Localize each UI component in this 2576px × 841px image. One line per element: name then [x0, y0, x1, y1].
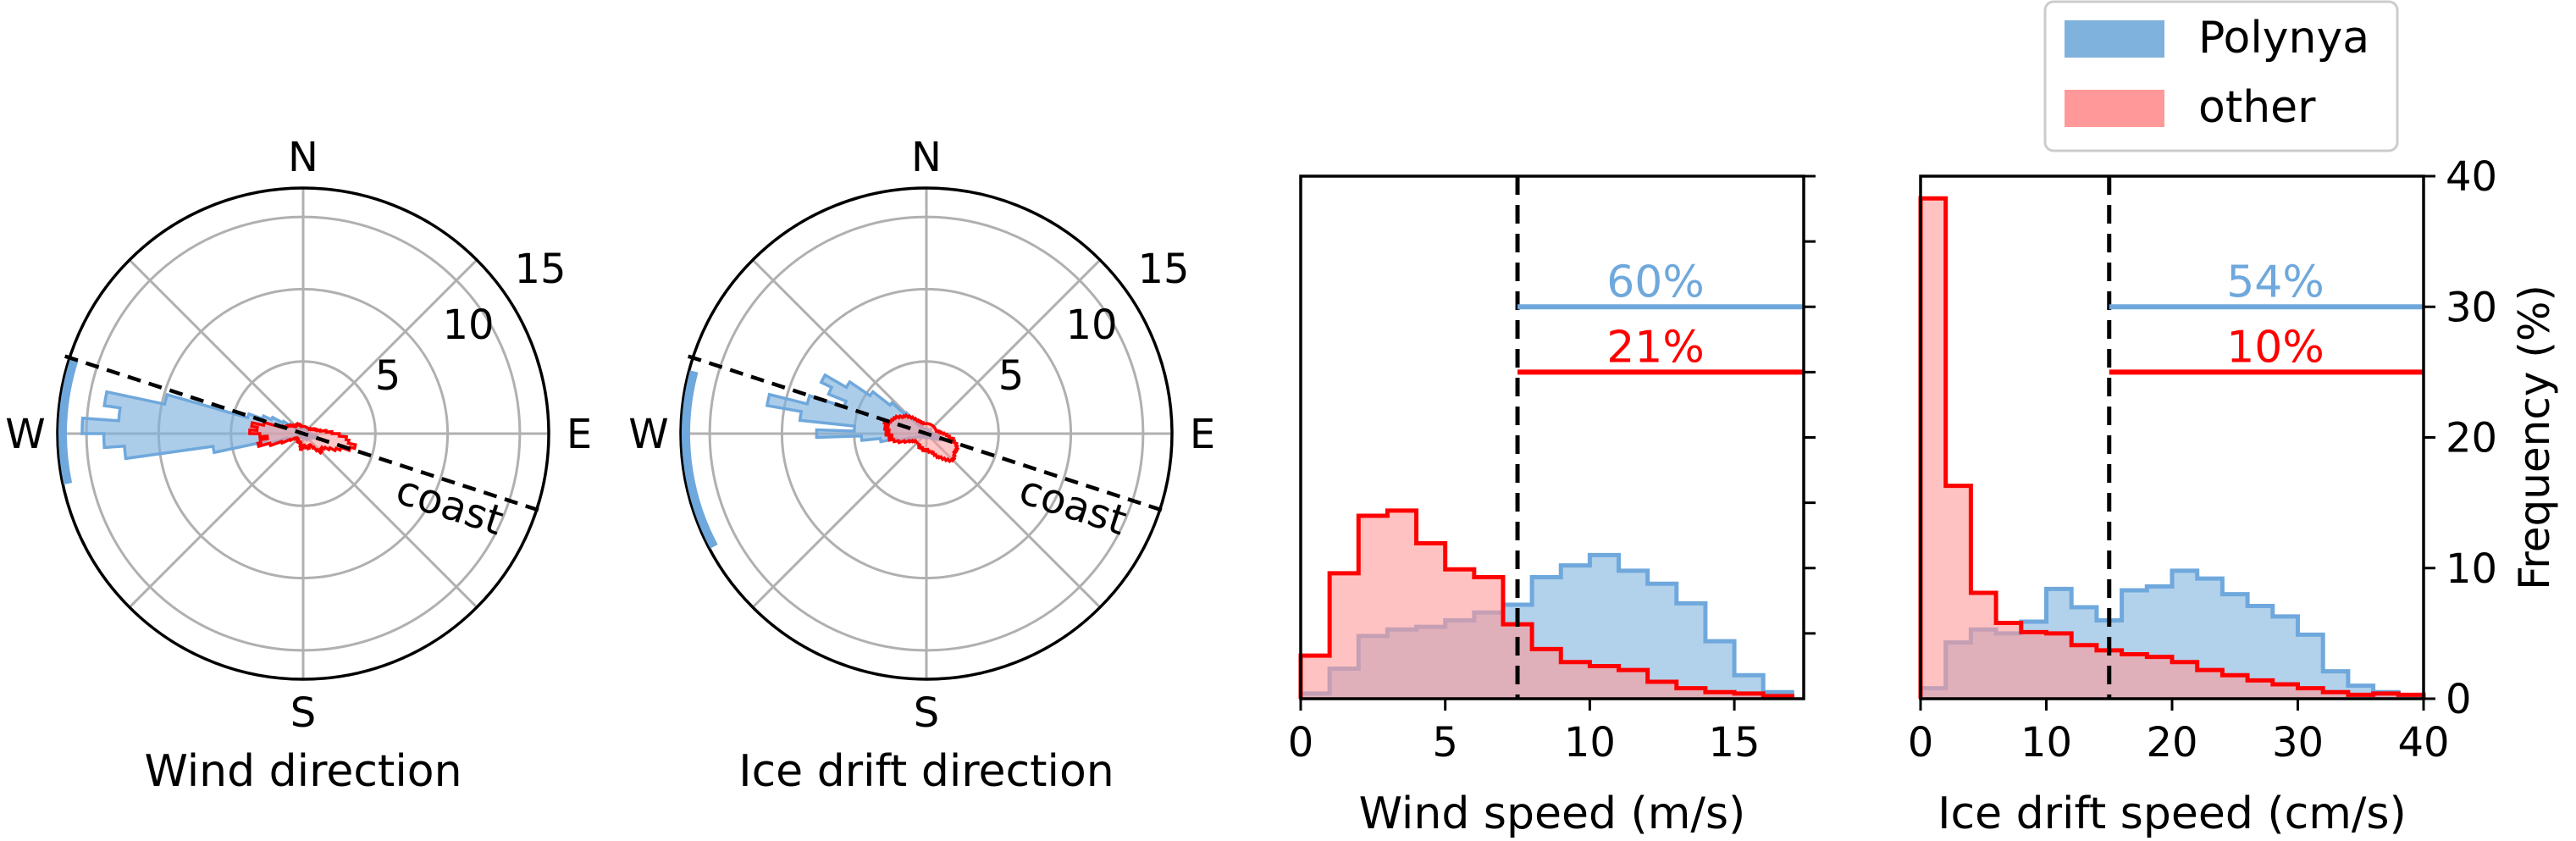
hist-step-other	[1918, 196, 2426, 699]
x-axis-label: Ice drift speed (cm/s)	[1938, 788, 2407, 839]
x-tick-label: 40	[2397, 719, 2449, 766]
grid-spoke	[925, 258, 1102, 435]
cardinal-label-n: N	[911, 134, 942, 181]
x-tick-label: 10	[1564, 719, 1616, 766]
polynya-sector-arc	[58, 357, 79, 485]
radial-tick-label: 5	[998, 352, 1025, 400]
x-tick-label: 5	[1432, 719, 1458, 766]
cardinal-label-n: N	[288, 134, 318, 181]
coast-line	[687, 354, 1166, 513]
coast-line	[64, 354, 543, 513]
polar-frame	[56, 186, 550, 681]
x-tick-label: 15	[1709, 719, 1761, 766]
hist-fill-other	[1301, 510, 1793, 699]
polynya-sector-arc	[682, 370, 718, 549]
exceedance-label-polynya: 60%	[1606, 257, 1705, 307]
x-tick-label: 20	[2146, 719, 2197, 766]
grid-spoke	[301, 432, 478, 609]
cardinal-label-s: S	[914, 689, 939, 737]
cardinal-label-e: E	[1190, 411, 1215, 458]
grid-spoke	[751, 258, 928, 435]
grid-spoke	[128, 258, 305, 435]
radial-tick-label: 5	[375, 352, 401, 400]
y-tick-label: 20	[2446, 415, 2497, 462]
exceedance-label-polynya: 54%	[2226, 257, 2324, 307]
grid-spoke	[751, 432, 928, 609]
y-tick-label: 30	[2446, 284, 2497, 331]
y-tick-label: 10	[2446, 545, 2497, 593]
legend: Polynya other	[2043, 0, 2399, 152]
polar-axis-label: Wind direction	[144, 746, 462, 797]
x-axis-label: Wind speed (m/s)	[1359, 788, 1746, 839]
cardinal-label-w: W	[628, 411, 668, 458]
legend-label-other: other	[2198, 82, 2316, 133]
x-tick-label: 0	[1288, 719, 1314, 766]
x-tick-label: 30	[2272, 719, 2324, 766]
x-tick-label: 10	[2020, 719, 2072, 766]
rose-series-other	[248, 420, 357, 456]
cardinal-label-w: W	[5, 411, 45, 458]
hist-fill-other	[1921, 198, 2424, 699]
exceedance-label-other: 21%	[1606, 322, 1705, 373]
grid-spoke	[925, 432, 1102, 609]
radial-tick-label: 15	[514, 246, 566, 293]
y-tick-label: 40	[2446, 153, 2497, 201]
hist-step-other	[1298, 508, 1794, 699]
exceedance-label-other: 10%	[2226, 322, 2324, 373]
radial-tick-label: 15	[1137, 246, 1189, 293]
histogram-1: 60% 21% 0 5 10 15 Wind speed (m/s)	[1288, 174, 1816, 839]
polar-axis-label: Ice drift direction	[738, 746, 1114, 797]
legend-swatch-polynya	[2065, 20, 2164, 58]
legend-label-polynya: Polynya	[2198, 13, 2369, 64]
grid-spoke	[301, 258, 478, 435]
grid-spoke	[128, 432, 305, 609]
polar-frame	[679, 186, 1174, 681]
cardinal-label-s: S	[290, 689, 316, 737]
radial-tick-label: 10	[442, 302, 494, 349]
y-tick-label: 0	[2446, 676, 2472, 723]
x-tick-label: 0	[1908, 719, 1934, 766]
legend-swatch-other	[2065, 90, 2164, 127]
radial-tick-label: 10	[1065, 302, 1117, 349]
y-axis-label: Frequency (%)	[2510, 285, 2559, 590]
cardinal-label-e: E	[567, 411, 592, 458]
